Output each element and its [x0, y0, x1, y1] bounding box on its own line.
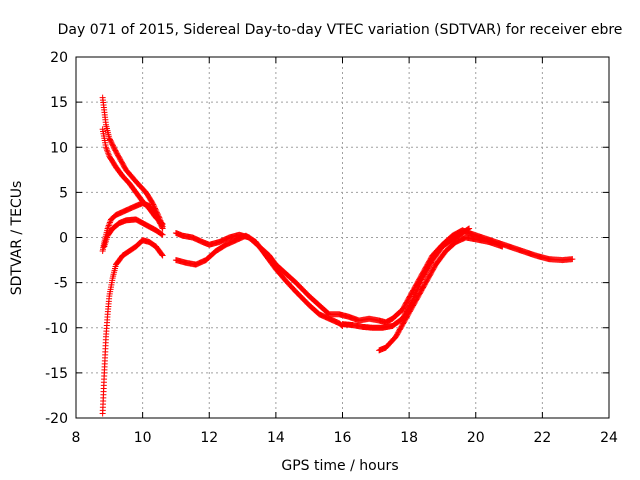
- y-tick-label: -15: [45, 366, 68, 382]
- data-point: [499, 243, 506, 250]
- y-axis-label: SDTVAR / TECUs: [9, 181, 25, 296]
- data-point: [159, 252, 166, 259]
- series-arc-3: [101, 216, 166, 250]
- data-point: [465, 226, 472, 233]
- data-point: [417, 279, 424, 286]
- chart-title: Day 071 of 2015, Sidereal Day-to-day VTE…: [58, 22, 623, 38]
- x-tick-label: 24: [600, 430, 618, 446]
- series-arc-2: [99, 200, 166, 255]
- data-point: [158, 231, 165, 238]
- data-point: [158, 251, 165, 258]
- x-tick-label: 12: [200, 430, 218, 446]
- data-point: [418, 277, 425, 284]
- y-tick-label: -10: [45, 321, 68, 337]
- y-tick-label: 0: [59, 231, 68, 247]
- data-point: [159, 225, 166, 232]
- series-arc-6-lower: [172, 232, 346, 329]
- data-point: [416, 282, 423, 289]
- x-tick-label: 14: [267, 430, 285, 446]
- data-point: [149, 200, 156, 207]
- data-points: [99, 94, 576, 417]
- y-tick-label: -5: [54, 276, 68, 292]
- data-point: [416, 280, 423, 287]
- x-tick-label: 22: [533, 430, 551, 446]
- y-tick-label: -20: [45, 411, 68, 427]
- data-point: [159, 224, 166, 231]
- data-point: [150, 201, 157, 208]
- x-tick-label: 10: [134, 430, 152, 446]
- series-arc-4-rising: [99, 237, 166, 417]
- series-arc-8: [376, 234, 506, 354]
- y-tick-label: 20: [50, 50, 68, 66]
- axis-ticks: 8 10 12 14 16 18 20 22 24 -20 -15 -10 -5 0 5 10 15 20: [45, 50, 618, 446]
- grid: [76, 57, 609, 418]
- y-tick-label: 10: [50, 140, 68, 156]
- x-tick-label: 20: [467, 430, 485, 446]
- data-point: [415, 284, 422, 291]
- x-tick-label: 8: [72, 430, 81, 446]
- y-tick-label: 15: [50, 95, 68, 111]
- x-axis-label: GPS time / hours: [281, 458, 398, 474]
- y-tick-label: 5: [59, 185, 68, 201]
- x-tick-label: 18: [400, 430, 418, 446]
- data-point: [159, 231, 166, 238]
- series-arc-7: [339, 225, 473, 331]
- data-point: [415, 283, 422, 290]
- data-point: [569, 256, 576, 263]
- data-point: [418, 276, 425, 283]
- data-point: [466, 225, 473, 232]
- x-tick-label: 16: [334, 430, 352, 446]
